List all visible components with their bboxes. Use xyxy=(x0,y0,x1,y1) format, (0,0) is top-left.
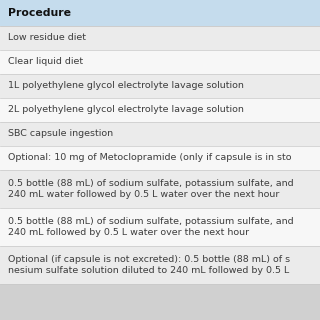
Text: 0.5 bottle (88 mL) of sodium sulfate, potassium sulfate, and
240 mL water follow: 0.5 bottle (88 mL) of sodium sulfate, po… xyxy=(8,179,294,199)
Text: Procedure: Procedure xyxy=(8,8,71,18)
Bar xyxy=(0,122,320,146)
Bar xyxy=(0,246,320,284)
Text: Optional (if capsule is not excreted): 0.5 bottle (88 mL) of s
nesium sulfate so: Optional (if capsule is not excreted): 0… xyxy=(8,255,290,276)
Bar xyxy=(0,146,320,170)
Bar xyxy=(0,170,320,208)
Bar xyxy=(0,284,320,320)
Bar xyxy=(0,208,320,246)
Text: SBC capsule ingestion: SBC capsule ingestion xyxy=(8,130,113,139)
Bar xyxy=(0,26,320,50)
Text: 1L polyethylene glycol electrolyte lavage solution: 1L polyethylene glycol electrolyte lavag… xyxy=(8,82,244,91)
Bar xyxy=(0,98,320,122)
Text: 0.5 bottle (88 mL) of sodium sulfate, potassium sulfate, and
240 mL followed by : 0.5 bottle (88 mL) of sodium sulfate, po… xyxy=(8,217,294,237)
Bar xyxy=(0,50,320,74)
Text: Clear liquid diet: Clear liquid diet xyxy=(8,58,83,67)
Bar xyxy=(0,0,320,26)
Text: Optional: 10 mg of Metoclopramide (only if capsule is in sto: Optional: 10 mg of Metoclopramide (only … xyxy=(8,154,292,163)
Text: Low residue diet: Low residue diet xyxy=(8,34,86,43)
Text: 2L polyethylene glycol electrolyte lavage solution: 2L polyethylene glycol electrolyte lavag… xyxy=(8,106,244,115)
Bar xyxy=(0,74,320,98)
